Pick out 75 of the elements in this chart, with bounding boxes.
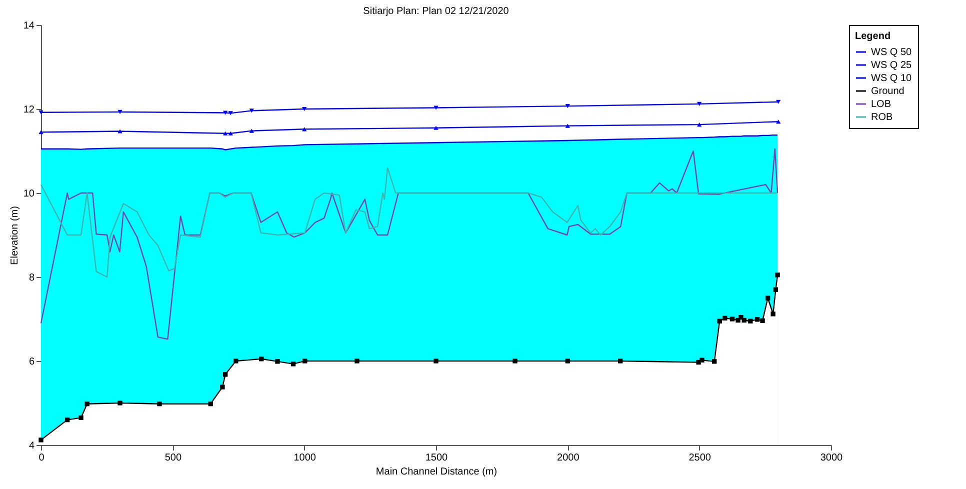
point <box>275 359 280 364</box>
point <box>84 401 90 406</box>
point <box>742 318 746 323</box>
point <box>290 362 296 366</box>
point <box>748 318 753 324</box>
point <box>696 122 702 127</box>
x-tick-label: 2000 <box>557 452 580 464</box>
point <box>208 401 213 406</box>
point <box>775 272 780 278</box>
point <box>700 358 704 363</box>
point <box>228 131 233 136</box>
point <box>760 318 765 324</box>
point <box>776 120 781 124</box>
y-tick-label: 12 <box>23 104 35 116</box>
y-tick-label: 4 <box>28 440 35 452</box>
point <box>354 358 360 364</box>
point <box>434 126 438 130</box>
point <box>220 384 225 390</box>
legend-title: Legend <box>855 31 891 42</box>
y-tick-label: 14 <box>23 20 35 32</box>
point <box>64 417 70 422</box>
point <box>259 356 264 362</box>
legend-label: LOB <box>871 99 892 110</box>
point <box>222 372 228 377</box>
y-axis-title: Elevation (m) <box>9 206 20 265</box>
legend-label: Ground <box>871 86 904 97</box>
point <box>157 401 162 406</box>
point <box>302 127 307 132</box>
legend-label: WS Q 10 <box>871 73 912 84</box>
legend-label: ROB <box>871 112 893 123</box>
point <box>565 104 570 108</box>
point <box>234 358 238 364</box>
point <box>249 108 254 113</box>
chart-title: Sitiarjo Plan: Plan 02 12/21/2020 <box>363 6 510 17</box>
point <box>696 102 702 106</box>
point <box>618 358 623 364</box>
point <box>222 131 228 136</box>
point <box>730 316 735 322</box>
point <box>722 316 728 321</box>
x-tick-label: 2500 <box>688 452 712 464</box>
point <box>118 110 122 114</box>
x-axis-title: Main Channel Distance (m) <box>376 466 498 478</box>
point <box>776 100 781 104</box>
point <box>228 111 233 116</box>
point <box>249 128 254 133</box>
point <box>565 358 570 364</box>
point <box>717 318 722 324</box>
point <box>118 129 122 134</box>
y-tick-label: 10 <box>23 188 35 200</box>
point <box>712 359 717 364</box>
x-tick-label: 3000 <box>820 452 844 464</box>
x-tick-label: 1000 <box>294 452 316 464</box>
point <box>38 438 44 442</box>
point <box>512 358 518 364</box>
point <box>434 106 438 110</box>
point <box>565 124 570 128</box>
point <box>754 317 760 322</box>
point <box>765 296 770 300</box>
x-tick-label: 500 <box>164 452 182 464</box>
point <box>38 130 44 134</box>
point <box>773 287 778 292</box>
y-tick-label: 6 <box>28 356 35 368</box>
legend-label: WS Q 50 <box>871 47 912 58</box>
x-tick-label: 0 <box>38 452 45 464</box>
point <box>222 110 228 115</box>
line-series <box>40 167 778 278</box>
legend-label: WS Q 25 <box>871 60 912 71</box>
point <box>118 400 122 406</box>
x-tick-label: 1500 <box>425 452 448 464</box>
point <box>434 358 438 364</box>
point <box>770 312 776 316</box>
point <box>302 358 308 364</box>
y-tick-label: 8 <box>28 272 35 284</box>
point <box>302 106 307 112</box>
point <box>78 415 84 420</box>
